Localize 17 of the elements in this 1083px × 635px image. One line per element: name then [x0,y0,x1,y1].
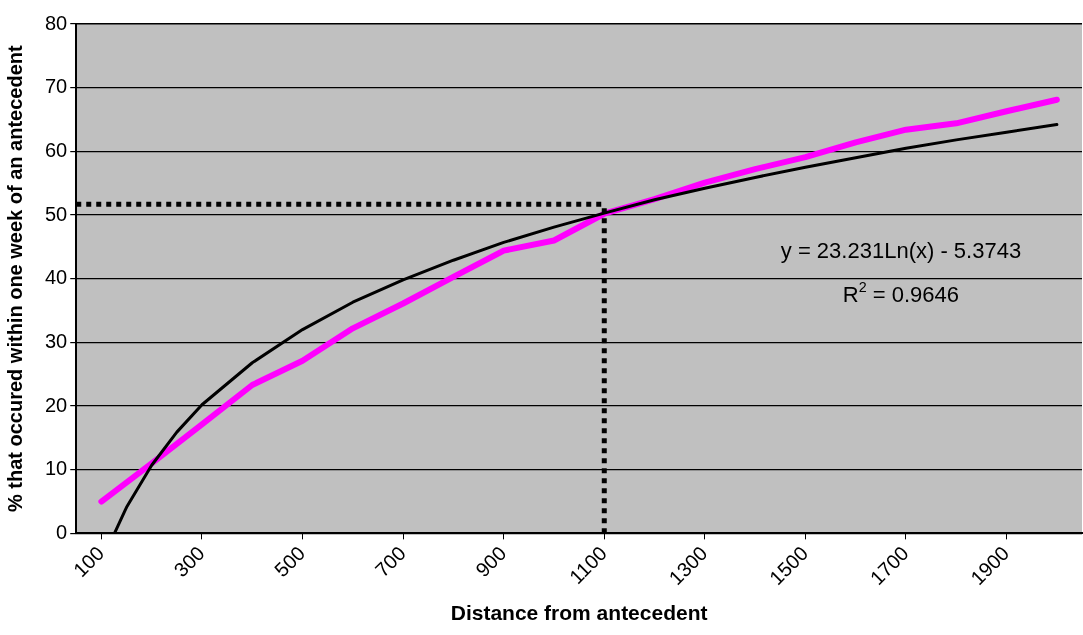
x-tick-label: 500 [270,542,310,582]
y-tick-label: 30 [45,329,68,352]
y-tick-label: 50 [45,202,68,225]
x-tick-label: 300 [169,542,209,582]
x-axis-title: Distance from antecedent [450,601,708,625]
y-tick-label: 40 [45,266,68,289]
y-axis-title: % that occured within one week of an antecedent [3,44,26,513]
annotation: y = 23.231Ln(x) - 5.3743 [780,238,1022,264]
y-tick-label: 70 [45,75,68,98]
y-tick-label: 10 [45,457,68,480]
y-tick-label: 0 [56,520,68,543]
x-tick-label: 900 [471,542,511,582]
x-tick-label: 700 [370,542,410,582]
y-tick-label: 80 [45,11,68,34]
y-tick-label: 20 [45,393,68,416]
y-tick-label: 60 [45,138,68,161]
x-tick-label: 100 [68,542,109,582]
